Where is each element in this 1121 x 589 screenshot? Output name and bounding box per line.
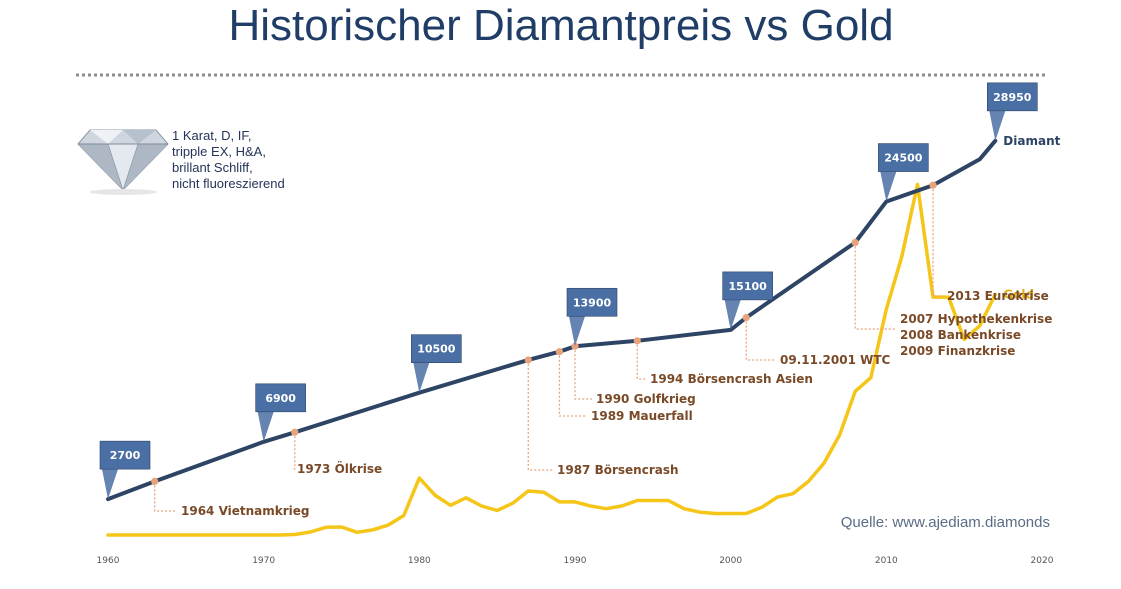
value-callout: 2700 xyxy=(99,440,151,500)
event-leader xyxy=(636,340,646,380)
value-callout: 10500 xyxy=(411,334,462,393)
event-marker xyxy=(633,337,641,345)
series-label: Diamant xyxy=(1003,134,1060,148)
diamond-price-line xyxy=(106,138,998,502)
source-note: Quelle: www.ajediam.diamonds xyxy=(841,514,1050,531)
callout-pointer xyxy=(880,171,897,202)
x-tick-label: 2000 xyxy=(719,556,742,566)
diamond-description-line: 1 Karat, D, IF, xyxy=(172,128,251,143)
callout-box xyxy=(566,287,618,317)
x-tick-label: 2010 xyxy=(875,556,898,566)
callout-pointer xyxy=(413,362,430,393)
event-marker xyxy=(929,181,937,189)
page-title: Historischer Diamantpreis vs Gold xyxy=(228,1,893,50)
callout-box xyxy=(722,271,773,301)
event-leader xyxy=(574,346,592,400)
event-label: 2007 Hypothekenkrise xyxy=(900,312,1052,326)
gold-price-line xyxy=(106,182,998,537)
event-marker xyxy=(291,428,299,436)
event-leader xyxy=(527,359,553,471)
x-tick-label: 1970 xyxy=(252,556,275,566)
callout-box xyxy=(878,143,929,172)
callout-box xyxy=(99,440,151,470)
event-marker xyxy=(524,356,532,364)
event-label: 2009 Finanzkrise xyxy=(900,344,1015,358)
event-leader xyxy=(293,432,296,470)
x-tick-label: 2020 xyxy=(1031,556,1054,566)
callout-pointer xyxy=(102,469,118,500)
callout-box xyxy=(986,82,1038,112)
series-label: Gold xyxy=(1003,287,1034,301)
value-callout: 13900 xyxy=(566,287,618,347)
x-tick-label: 1960 xyxy=(97,556,120,566)
diamond-description-line: tripple EX, H&A, xyxy=(172,144,266,159)
event-label: 1989 Mauerfall xyxy=(591,409,693,423)
callout-value: 10500 xyxy=(417,343,456,356)
callout-box xyxy=(255,383,306,413)
x-tick-label: 1990 xyxy=(564,556,587,566)
event-label: 2013 Eurokrise xyxy=(947,289,1049,303)
event-marker xyxy=(742,314,750,322)
diamond-description-line: brillant Schliff, xyxy=(172,160,253,175)
event-leader xyxy=(558,351,587,417)
callout-pointer xyxy=(257,411,274,442)
event-label: 2008 Bankenkrise xyxy=(900,328,1021,342)
callout-pointer xyxy=(989,110,1006,141)
event-label: 1990 Golfkrieg xyxy=(596,392,696,406)
event-marker xyxy=(151,477,159,485)
plot-area: 1960 1970 1980 1990 2000 2010 2020 Diamant Gold 1… xyxy=(97,82,1061,566)
event-leader xyxy=(745,317,776,361)
callout-value: 15100 xyxy=(729,280,768,293)
callout-value: 2700 xyxy=(110,449,141,462)
diamond-icon xyxy=(77,129,169,195)
event-leader xyxy=(932,185,943,297)
callout-value: 28950 xyxy=(993,91,1032,104)
diamond-description: 1 Karat, D, IF, tripple EX, H&A, brillan… xyxy=(172,128,285,191)
event-label: 1964 Vietnamkrieg xyxy=(181,504,310,518)
event-label: 1973 Ölkrise xyxy=(297,461,382,476)
event-leader xyxy=(154,481,177,512)
diamond-description-line: nicht fluoreszierend xyxy=(172,176,285,191)
callout-value: 13900 xyxy=(573,296,612,309)
event-marker xyxy=(851,238,859,247)
x-tick-label: 1980 xyxy=(408,556,431,566)
event-label: 1987 Börsencrash xyxy=(557,463,679,477)
callout-value: 6900 xyxy=(265,392,296,405)
event-marker xyxy=(555,348,564,356)
value-callout: 6900 xyxy=(255,383,306,442)
value-callout: 24500 xyxy=(878,143,929,202)
callout-pointer xyxy=(569,316,585,347)
value-callout: 15100 xyxy=(722,271,773,330)
callout-value: 24500 xyxy=(884,152,923,165)
value-callout: 28950 xyxy=(986,82,1038,141)
event-label: 09.11.2001 WTC xyxy=(780,353,891,367)
callout-box xyxy=(411,334,462,363)
event-label: 1994 Börsencrash Asien xyxy=(650,372,813,386)
callout-pointer xyxy=(724,299,741,330)
event-leader xyxy=(854,242,896,330)
